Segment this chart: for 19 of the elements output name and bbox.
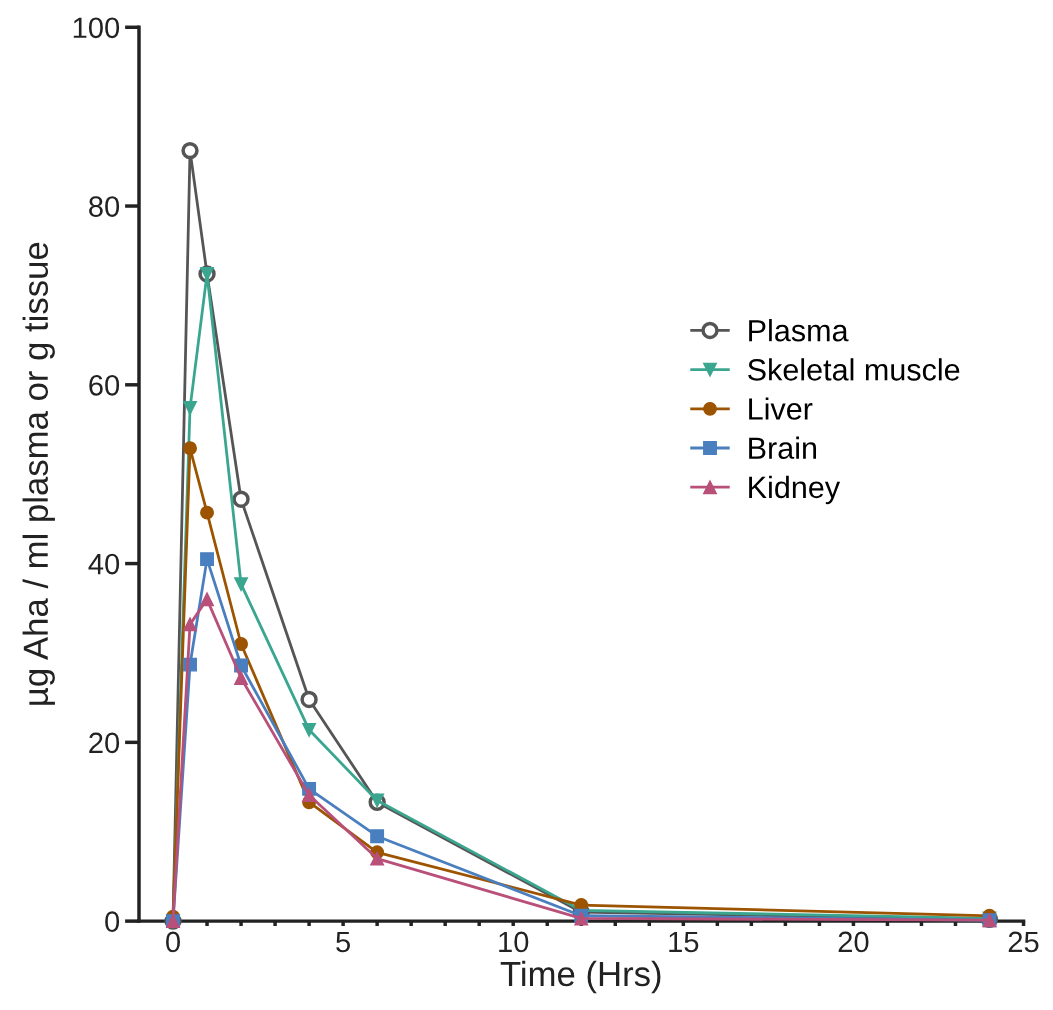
- y-tick-label: 0: [105, 911, 120, 932]
- x-axis-title: Time (Hrs): [500, 960, 661, 994]
- y-tick-label: 60: [89, 375, 120, 396]
- legend-label: Brain: [749, 436, 817, 460]
- y-axis-title: µg Aha / ml plasma or g tissue: [22, 242, 55, 705]
- legend-label: Liver: [749, 397, 813, 420]
- x-tick-label: 5: [336, 931, 350, 953]
- x-tick-label: 10: [499, 931, 529, 953]
- x-tick-label: 15: [669, 931, 699, 953]
- y-tick-label: 80: [89, 196, 120, 217]
- x-tick-label: 25: [1008, 931, 1039, 953]
- legend-label: Kidney: [749, 475, 841, 505]
- y-tick-label: 40: [88, 553, 120, 575]
- y-tick-label: 20: [89, 732, 120, 754]
- x-tick-label: 0: [166, 931, 180, 953]
- legend-label: Plasma: [749, 319, 849, 342]
- legend-label: Skeletal muscle: [748, 358, 960, 381]
- x-tick-label: 20: [838, 931, 869, 953]
- y-tick-label: 100: [73, 17, 120, 39]
